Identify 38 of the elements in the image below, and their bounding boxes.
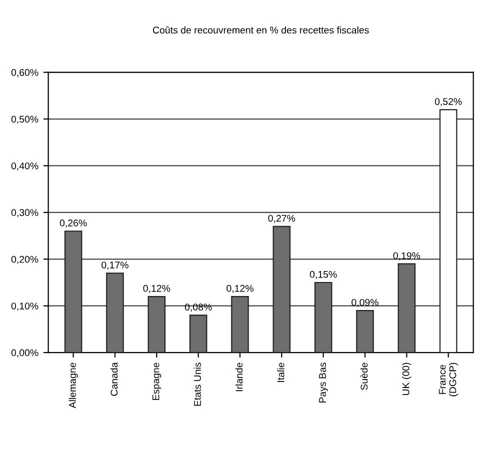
bar <box>148 296 166 353</box>
x-tick-label: UK (00) <box>402 362 412 396</box>
x-tick-label: Canada <box>110 362 118 396</box>
bar <box>398 263 416 353</box>
bar <box>189 314 208 353</box>
x-tick-label: Suède <box>360 362 368 390</box>
y-tick-label: 0,20% <box>11 256 38 264</box>
x-tick-label: Pays Bas <box>319 362 328 403</box>
y-tick-label: 0,00% <box>11 349 38 358</box>
y-tick-label: 0,30% <box>11 209 38 218</box>
data-label: 0,15% <box>310 270 337 279</box>
bar <box>231 296 249 353</box>
x-tick-label: Etats Unis <box>194 362 201 406</box>
x-tick-label: Espagne <box>152 362 162 400</box>
data-label: 0,27% <box>268 214 296 223</box>
data-label: 0,26% <box>60 220 87 228</box>
data-label: 0,12% <box>226 284 254 293</box>
x-tick-label: Allemagne <box>68 362 78 408</box>
bar <box>439 109 458 353</box>
x-tick-label: France (DGCP) <box>438 362 458 396</box>
data-label: 0,19% <box>393 252 420 260</box>
y-tick-label: 0,40% <box>11 162 38 170</box>
y-tick-label: 0,50% <box>11 116 38 124</box>
chart-title: Coûts de recouvrement en % des recettes fiscales <box>152 26 369 34</box>
bar <box>106 272 124 353</box>
bar <box>356 310 374 353</box>
data-label: 0,12% <box>143 284 170 293</box>
y-tick-label: 0,10% <box>11 302 38 311</box>
data-label: 0,09% <box>352 298 378 307</box>
x-tick-label: Italie <box>277 362 284 382</box>
data-label: 0,08% <box>184 304 212 312</box>
bar <box>64 230 82 353</box>
y-tick-label: 0,60% <box>11 69 38 78</box>
data-label: 0,17% <box>102 262 128 270</box>
bar <box>314 282 332 353</box>
x-tick-label: Irlande <box>235 362 243 392</box>
data-label: 0,52% <box>434 98 462 106</box>
bar <box>272 226 291 353</box>
